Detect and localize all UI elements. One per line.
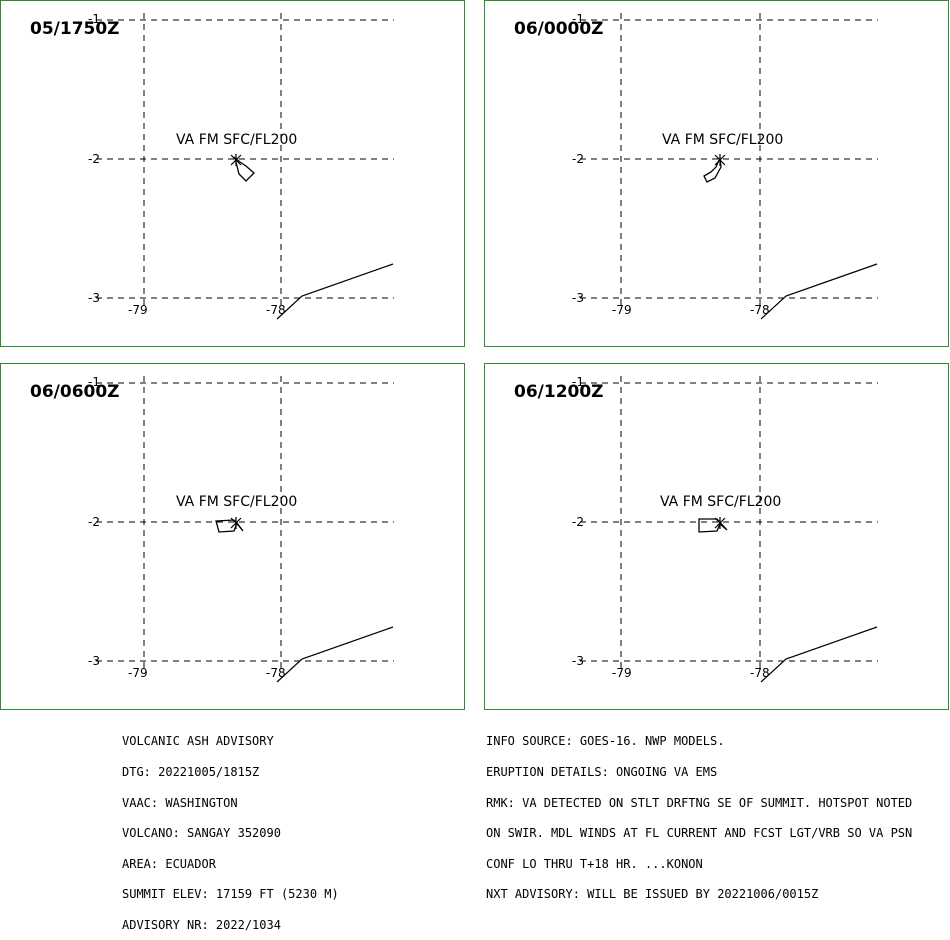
advisory-line: ON SWIR. MDL WINDS AT FL CURRENT AND FCS… [486,826,913,841]
advisory-line: SUMMIT ELEV: 17159 FT (5230 M) [122,887,339,902]
lat-tick-label: -2 [572,515,584,529]
lat-tick-label: -1 [572,12,584,26]
ash-label: VA FM SFC/FL200 [176,494,298,510]
lon-tick-label: -78 [266,666,286,680]
grid-lines [580,13,878,309]
advisory-line: VOLCANO: SANGAY 352090 [122,826,281,841]
ash-cloud-polygon [215,519,244,533]
grid-lines [96,13,394,309]
coastline [276,626,394,683]
forecast-panel-2: 06/0000Z VA FM SFC/FL200 -1 -2 -3 -79 -7… [484,0,949,347]
lat-tick-label: -1 [88,12,100,26]
ash-label: VA FM SFC/FL200 [176,132,298,148]
ash-cloud-polygon [703,155,722,183]
forecast-panel-3: 06/0600Z VA FM SFC/FL200 -1 -2 -3 -79 -7… [0,363,465,710]
lat-tick-label: -3 [572,291,584,305]
advisory-line: RMK: VA DETECTED ON STLT DRFTNG SE OF SU… [486,795,913,810]
valid-time-label: 05/1750Z [30,19,120,39]
map-canvas [96,376,394,683]
ash-label: VA FM SFC/FL200 [662,132,784,148]
advisory-line: VAAC: WASHINGTON [122,795,238,810]
lon-tick-label: -79 [612,666,632,680]
ash-cloud-polygon [233,156,255,182]
grid-lines [96,376,394,672]
lon-tick-label: -78 [750,666,770,680]
map-canvas [96,13,394,320]
lon-tick-label: -78 [750,303,770,317]
forecast-panel-4: 06/1200Z VA FM SFC/FL200 -1 -2 -3 -79 -7… [484,363,949,710]
advisory-header-text: VOLCANIC ASH ADVISORY DTG: 20221005/1815… [122,716,339,940]
advisory-line: CONF LO THRU T+18 HR. ...KONON [486,856,703,871]
ash-cloud-polygon [698,518,728,533]
map-canvas [580,376,878,683]
ash-label: VA FM SFC/FL200 [660,494,782,510]
coastline [760,626,878,683]
coastline [760,263,878,320]
lat-tick-label: -3 [572,654,584,668]
map-canvas [580,13,878,320]
advisory-line: AREA: ECUADOR [122,856,216,871]
valid-time-label: 06/0600Z [30,382,120,402]
coastline [276,263,394,320]
advisory-line: DTG: 20221005/1815Z [122,765,260,779]
valid-time-label: 06/0000Z [514,19,604,39]
lon-tick-label: -79 [128,303,148,317]
advisory-line: ADVISORY NR: 2022/1034 [122,917,281,932]
lat-tick-label: -2 [88,152,100,166]
advisory-line: ERUPTION DETAILS: ONGOING VA EMS [486,765,718,779]
lat-tick-label: -1 [572,375,584,389]
advisory-line: NXT ADVISORY: WILL BE ISSUED BY 20221006… [486,887,819,902]
lon-tick-label: -79 [612,303,632,317]
lat-tick-label: -3 [88,654,100,668]
advisory-line: VOLCANIC ASH ADVISORY [122,734,274,749]
advisory-line: INFO SOURCE: GOES-16. NWP MODELS. [486,734,725,749]
lon-tick-label: -79 [128,666,148,680]
lat-tick-label: -2 [88,515,100,529]
advisory-remarks-text: INFO SOURCE: GOES-16. NWP MODELS. ERUPTI… [486,716,912,910]
lat-tick-label: -2 [572,152,584,166]
valid-time-label: 06/1200Z [514,382,604,402]
lat-tick-label: -1 [88,375,100,389]
lat-tick-label: -3 [88,291,100,305]
lon-tick-label: -78 [266,303,286,317]
grid-lines [580,376,878,672]
forecast-panel-1: 05/1750Z VA FM SFC/FL200 -1 -2 -3 -79 -7… [0,0,465,347]
